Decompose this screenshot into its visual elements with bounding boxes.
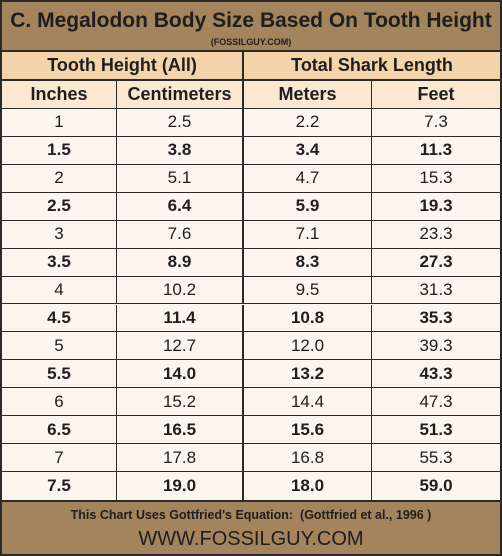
footer-url: WWW.FOSSILGUY.COM [138, 527, 364, 550]
table-cell: 18.0 [244, 472, 372, 500]
table-cell: 2.5 [117, 109, 244, 137]
table-cell: 10.8 [244, 304, 372, 333]
table-cell: 14.0 [117, 360, 244, 389]
table-cell: 5.9 [244, 192, 372, 221]
table-cell: 59.0 [419, 476, 453, 496]
table-cell: 19.3 [372, 193, 500, 221]
table-cell: 51.3 [372, 416, 500, 445]
footer-note: This Chart Uses Gottfried's Equation: (G… [70, 508, 432, 522]
table-cell: 9.5 [244, 276, 372, 305]
column-header: Meters [244, 81, 372, 109]
table-cell: 15.6 [244, 416, 372, 445]
table-cell: 11.4 [117, 304, 244, 333]
table-cell: 55.3 [372, 444, 500, 473]
group-header: Total Shark Length [244, 52, 500, 81]
table-cell: 3.5 [2, 248, 117, 277]
table-cell: 7.5 [2, 472, 117, 500]
table-cell: 15.2 [117, 388, 244, 417]
table-cell: 2.5 [2, 192, 117, 221]
table-cell: 14.4 [244, 388, 372, 417]
subtitle: (FOSSILGUY.COM) [210, 37, 292, 47]
table-cell: 10.2 [117, 276, 244, 305]
table-cell: 16.5 [117, 416, 244, 445]
table-cell: 8.3 [244, 248, 372, 277]
table-cell: 16.8 [244, 444, 372, 473]
table-cell: 1.5 [2, 136, 117, 165]
group-header: Tooth Height (All) [2, 52, 244, 81]
table-cell: 5 [2, 332, 117, 361]
table-cell: 12.7 [117, 332, 244, 361]
table-cell: 2.2 [244, 109, 372, 137]
table-cell: 13.2 [244, 360, 372, 389]
table-cell: 7.1 [244, 220, 372, 249]
table-cell: 6.4 [117, 192, 244, 221]
table-cell: 6 [2, 388, 117, 417]
column-header: Centimeters [117, 81, 244, 109]
footer-band [2, 500, 500, 554]
table-cell: 31.3 [372, 277, 500, 305]
table-cell: 4 [2, 276, 117, 305]
table-cell: 12.0 [244, 332, 372, 361]
table-cell: 3.8 [117, 136, 244, 165]
column-header: Feet [372, 81, 500, 109]
column-header: Inches [2, 81, 117, 109]
table-cell: 7.6 [117, 220, 244, 249]
table-cell: 3.4 [244, 136, 372, 165]
table-cell: 11.3 [372, 137, 500, 165]
table-cell: 7.3 [372, 109, 500, 137]
header-band [2, 2, 500, 52]
table-cell: 43.3 [372, 360, 500, 389]
table-cell: 19.0 [117, 472, 244, 500]
table-cell: 5.5 [2, 360, 117, 389]
table-cell: 2 [2, 164, 117, 193]
table-cell: 39.3 [372, 332, 500, 361]
table-cell: 23.3 [372, 221, 500, 249]
table-cell: 7 [2, 444, 117, 473]
table-cell: 5.1 [117, 164, 244, 193]
title: C. Megalodon Body Size Based On Tooth He… [10, 9, 492, 32]
table-cell: 27.3 [372, 249, 500, 277]
table-cell: 4.5 [2, 304, 117, 333]
table-cell: 1 [2, 109, 117, 137]
table-cell: 8.9 [117, 248, 244, 277]
table-cell: 47.3 [372, 388, 500, 417]
table-cell: 35.3 [372, 305, 500, 333]
table-cell: 3 [2, 220, 117, 249]
table-cell: 15.3 [372, 165, 500, 193]
table-cell: 6.5 [2, 416, 117, 445]
table-cell: 4.7 [244, 164, 372, 193]
table-cell: 17.8 [117, 444, 244, 473]
